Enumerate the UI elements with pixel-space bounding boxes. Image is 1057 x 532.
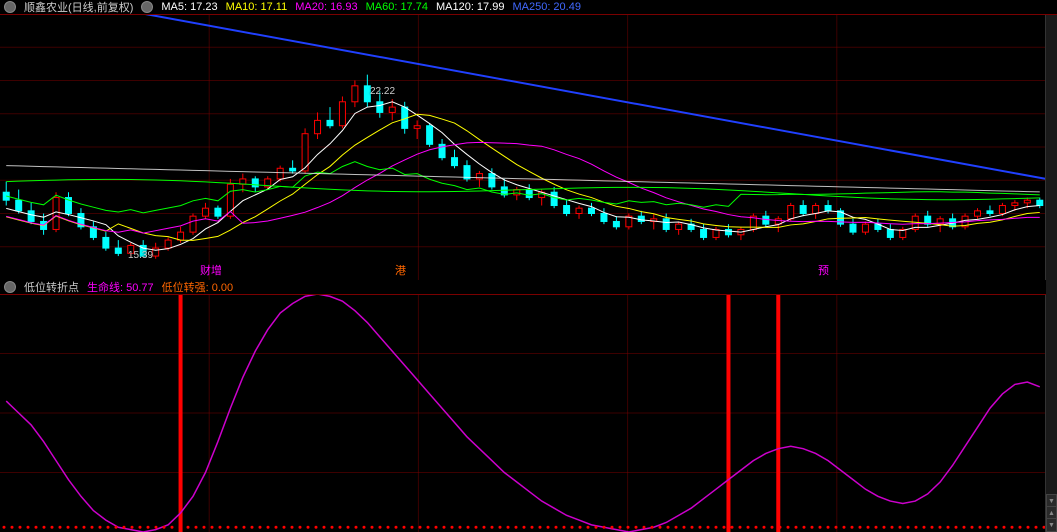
- candlestick-chart: [0, 14, 1046, 280]
- indicator-chart: [0, 294, 1046, 532]
- main-chart-header: 顺鑫农业(日线,前复权) MA5: 17.23MA10: 17.11MA20: …: [0, 0, 1057, 15]
- event-label: 港: [395, 262, 406, 278]
- event-label: 预: [818, 262, 829, 278]
- scroll-down-button-2[interactable]: ▼: [1046, 518, 1057, 532]
- price-chart-panel[interactable]: 22.22 15.39 财增 港 预: [0, 14, 1046, 281]
- price-label: 15.39: [128, 250, 153, 261]
- ma-legend: MA5: 17.23MA10: 17.11MA20: 16.93MA60: 17…: [161, 1, 589, 13]
- vertical-scrollbar[interactable]: ▲ ▼ ▲ ▼: [1045, 0, 1057, 532]
- price-label: 22.22: [370, 86, 395, 97]
- expand-icon[interactable]: [4, 281, 16, 293]
- indicator-title: 低位转折点: [24, 279, 79, 295]
- event-label: 财增: [200, 262, 222, 278]
- expand-icon[interactable]: [4, 1, 16, 13]
- indicator-header: 低位转折点 生命线: 50.77低位转强: 0.00: [0, 280, 1046, 295]
- indicator-chart-panel[interactable]: [0, 294, 1046, 532]
- settings-icon[interactable]: [141, 1, 153, 13]
- stock-title: 顺鑫农业(日线,前复权): [24, 0, 133, 15]
- indicator-legend: 生命线: 50.77低位转强: 0.00: [87, 279, 241, 295]
